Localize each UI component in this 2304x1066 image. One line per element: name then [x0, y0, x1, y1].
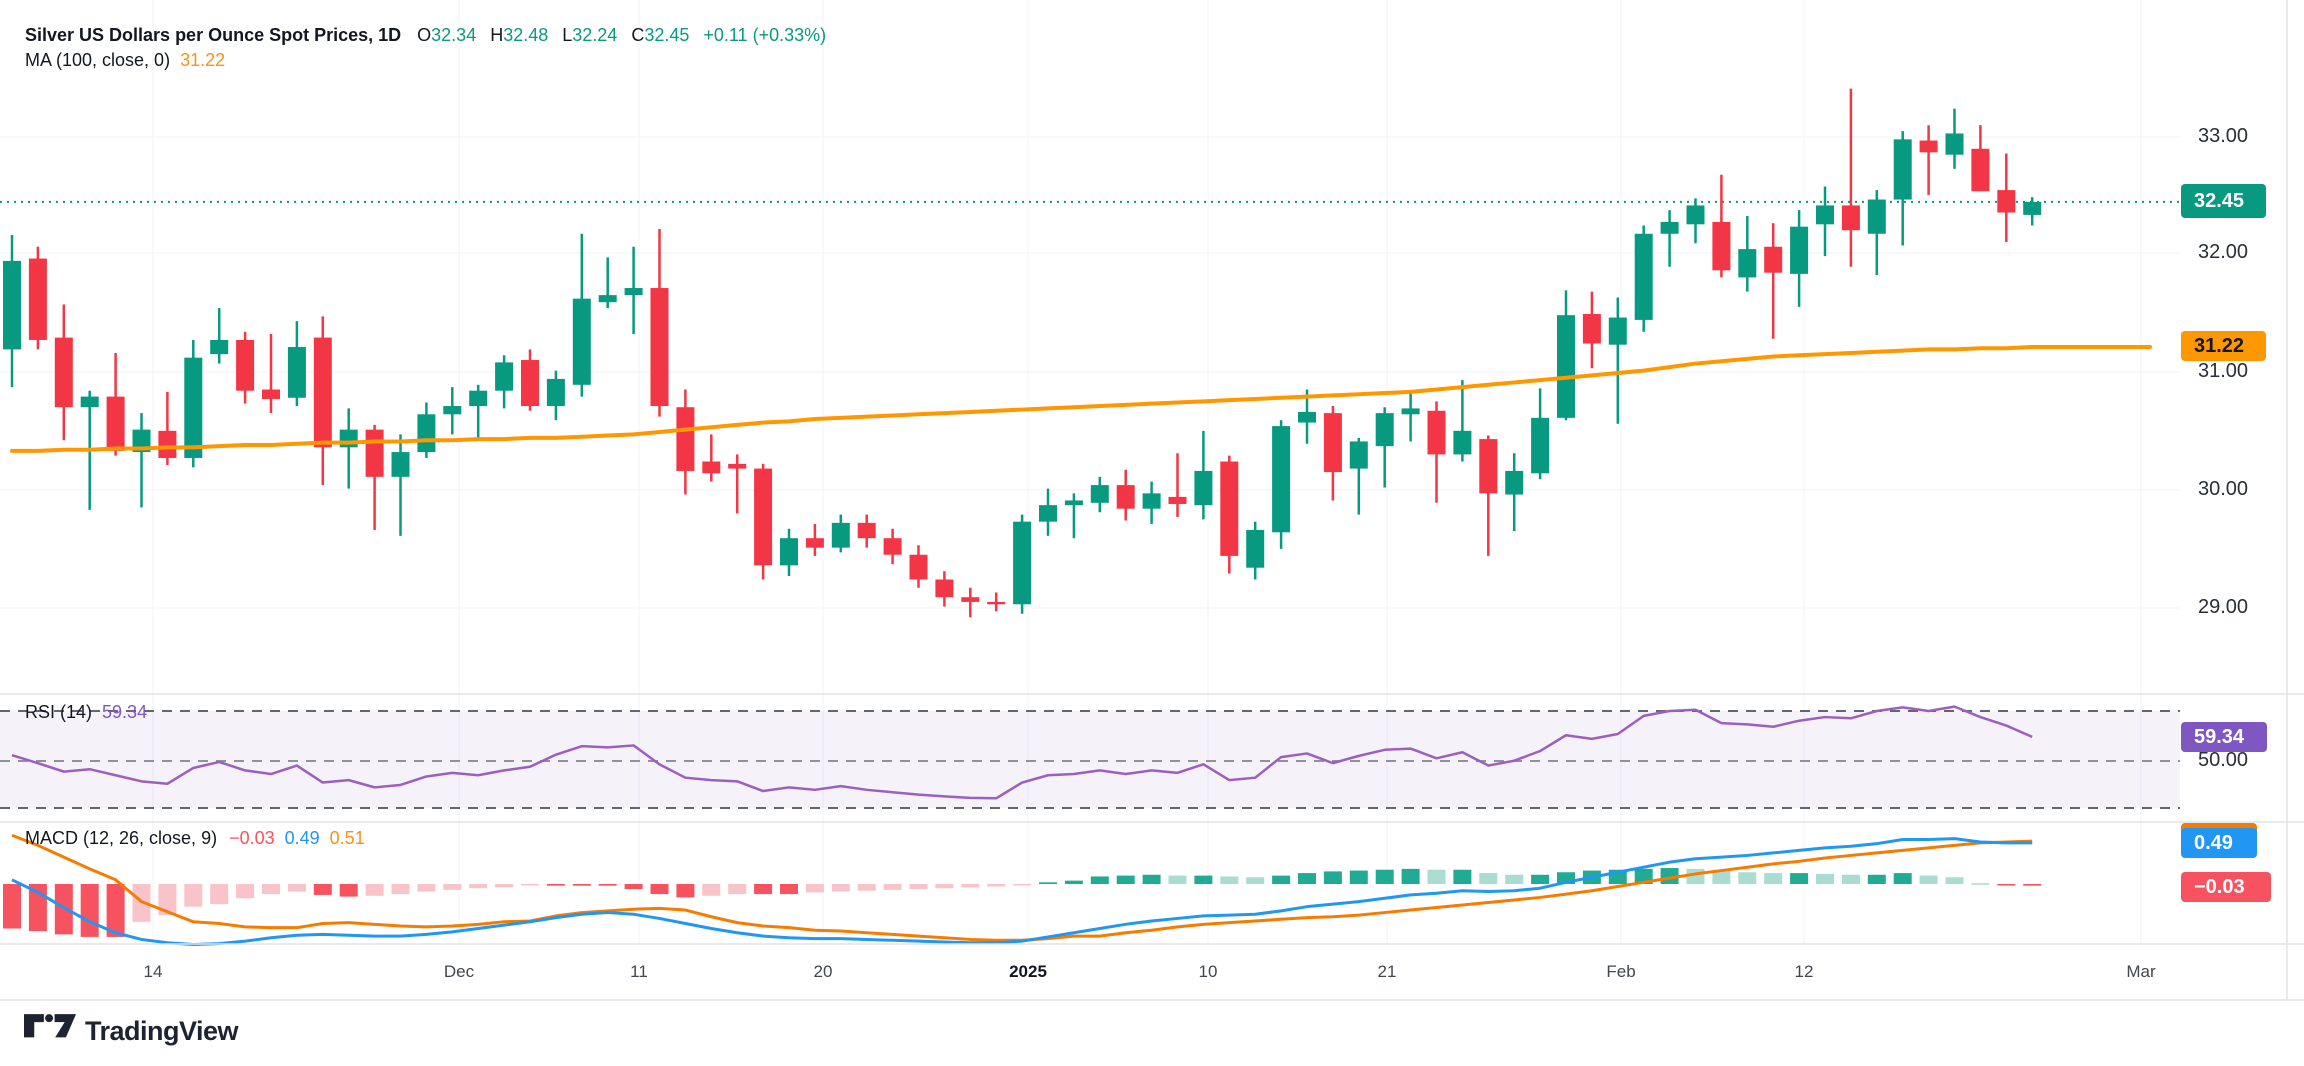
price-axis-label: 32.00	[2198, 241, 2249, 264]
ma-indicator-legend[interactable]: MA (100, close, 0) 31.22	[25, 50, 225, 71]
time-axis-label: Mar	[2126, 962, 2156, 981]
time-axis-label: Feb	[1606, 962, 1636, 981]
time-axis-label: 21	[1377, 962, 1397, 981]
macd-hist-badge: −0.03	[2181, 872, 2271, 902]
macd-line-value: 0.49	[284, 828, 320, 848]
macd-label: MACD (12, 26, close, 9)	[25, 828, 218, 848]
ohlc-close: C32.45	[631, 25, 690, 45]
price-axis-label: 30.00	[2198, 478, 2249, 501]
price-change: +0.11 (+0.33%)	[703, 25, 827, 45]
rsi-label: RSI (14)	[25, 702, 93, 722]
ma-label: MA (100, close, 0)	[25, 50, 171, 70]
time-axis-label: 14	[143, 962, 163, 981]
time-axis-label: 11	[630, 962, 648, 981]
time-axis-label: 12	[1794, 962, 1814, 981]
rsi-indicator-legend[interactable]: RSI (14) 59.34	[25, 702, 147, 723]
price-axis-label: 31.00	[2198, 360, 2249, 383]
ma-value-badge: 31.22	[2181, 331, 2266, 361]
ohlc-low: L32.24	[562, 25, 618, 45]
ma-value: 31.22	[180, 50, 226, 70]
time-axis-label: Dec	[443, 962, 475, 981]
last-price-badge: 32.45	[2181, 184, 2266, 218]
rsi-value-badge: 59.34	[2181, 722, 2267, 752]
macd-hist-value: −0.03	[229, 828, 275, 848]
price-axis-label: 50.00	[2198, 749, 2249, 772]
ohlc-high: H32.48	[490, 25, 549, 45]
time-axis-label: 2025	[1009, 962, 1047, 981]
ohlc-open: O32.34	[417, 25, 477, 45]
main-chart-legend[interactable]: Silver US Dollars per Ounce Spot Prices,…	[25, 22, 826, 49]
rsi-value: 59.34	[102, 702, 148, 722]
macd-value-badge: 0.49	[2181, 828, 2257, 858]
macd-indicator-legend[interactable]: MACD (12, 26, close, 9) −0.03 0.49 0.51	[25, 828, 375, 849]
price-axis-label: 33.00	[2198, 125, 2249, 148]
time-axis-label: 10	[1198, 962, 1218, 981]
price-axis-label: 29.00	[2198, 596, 2249, 619]
tradingview-logo-icon	[24, 1014, 76, 1038]
brand-wordmark: TradingView	[85, 1015, 239, 1046]
tradingview-logo-link[interactable]: TradingView	[24, 1014, 239, 1048]
macd-signal-value: 0.51	[329, 828, 365, 848]
symbol-title: Silver US Dollars per Ounce Spot Prices,…	[25, 25, 402, 45]
time-axis-label: 20	[813, 962, 833, 981]
